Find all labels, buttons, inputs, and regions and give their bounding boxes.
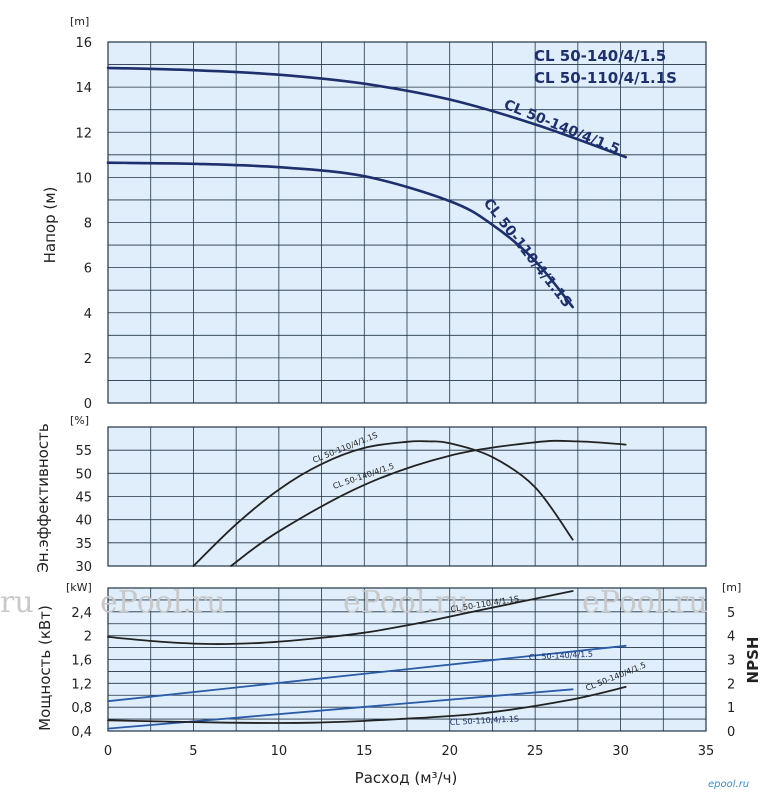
y-tick-label: 10 [75, 171, 92, 186]
y2-tick-label: 0 [727, 725, 735, 740]
tick-labels: 02468101214163035404550550,40,81,21,622,… [71, 36, 735, 759]
y-tick-label: 2 [84, 630, 92, 645]
y-tick-label: 0 [84, 397, 92, 412]
watermark-1: ru [0, 585, 34, 620]
y-tick-label: 4 [84, 307, 92, 322]
y-tick-label: 0,8 [71, 701, 92, 716]
y-tick-label: 12 [75, 126, 92, 141]
curve-efficiency-0 [192, 440, 574, 567]
head-title-line-2: CL 50-110/4/1.1S [534, 69, 677, 87]
curve-power-1 [107, 644, 627, 703]
y-tick-label: 8 [84, 217, 92, 232]
curves [106, 66, 627, 730]
npsh-axis-title: NPSH [744, 637, 762, 684]
panel-border [107, 426, 707, 567]
y-tick-label: 50 [75, 467, 92, 482]
curve-head-1 [106, 161, 574, 309]
x-axis-title: Расход (м³/ч) [355, 769, 458, 787]
y-tick-label: 2 [84, 352, 92, 367]
y-tick-label: 30 [75, 560, 92, 575]
watermark-4: ePool.ru [582, 585, 708, 620]
y-tick-label: 40 [75, 514, 92, 529]
y-tick-label: 1,6 [71, 654, 92, 669]
x-tick-label: 5 [189, 744, 197, 759]
x-tick-label: 20 [441, 744, 458, 759]
efficiency-unit: [%] [70, 414, 89, 427]
watermarks: ru ePool.ru ePool.ru ePool.ru [0, 585, 708, 620]
head-title-line-1: CL 50-140/4/1.5 [534, 47, 666, 65]
watermark-2: ePool.ru [100, 585, 226, 620]
y2-tick-label: 3 [727, 654, 735, 669]
brand-logo-text: epool.ru [708, 779, 749, 790]
x-tick-label: 30 [612, 744, 629, 759]
y-tick-label: 35 [75, 537, 92, 552]
y-tick-label: 6 [84, 262, 92, 277]
y-tick-label: 16 [75, 36, 92, 51]
y-tick-label: 45 [75, 491, 92, 506]
y2-tick-label: 1 [727, 701, 735, 716]
x-tick-label: 35 [698, 744, 715, 759]
power-label-140: CL 50-140/4/1.5 [529, 650, 594, 662]
curve-head-0 [106, 66, 627, 159]
grid [107, 41, 707, 732]
npsh-label-110: CL 50-110/4/1.1S [450, 714, 520, 727]
npsh-unit: [m] [722, 581, 741, 594]
x-tick-label: 25 [527, 744, 544, 759]
curve-power-3 [107, 686, 627, 724]
curve-efficiency-1 [230, 439, 627, 567]
y-tick-label: 55 [75, 444, 92, 459]
x-tick-label: 15 [356, 744, 373, 759]
x-tick-label: 10 [271, 744, 288, 759]
panel-border [107, 41, 707, 404]
power-unit: [kW] [66, 581, 92, 594]
x-tick-label: 0 [104, 744, 112, 759]
watermark-3: ePool.ru [343, 585, 469, 620]
y2-tick-label: 4 [727, 630, 735, 645]
efficiency-axis-title: Эн.эффективность [34, 423, 52, 572]
power-axis-title: Мощность (кВт) [36, 605, 54, 731]
y-tick-label: 14 [75, 81, 92, 96]
head-unit: [m] [70, 15, 89, 28]
panel-border [107, 587, 707, 732]
y2-tick-label: 2 [727, 677, 735, 692]
y-tick-label: 2,4 [71, 606, 92, 621]
y-tick-label: 0,4 [71, 725, 92, 740]
curve-power-2 [107, 688, 574, 730]
y-tick-label: 1,2 [71, 677, 92, 692]
y2-tick-label: 5 [727, 606, 735, 621]
curve-power-0 [107, 590, 574, 645]
head-axis-title: Напор (м) [41, 187, 59, 264]
